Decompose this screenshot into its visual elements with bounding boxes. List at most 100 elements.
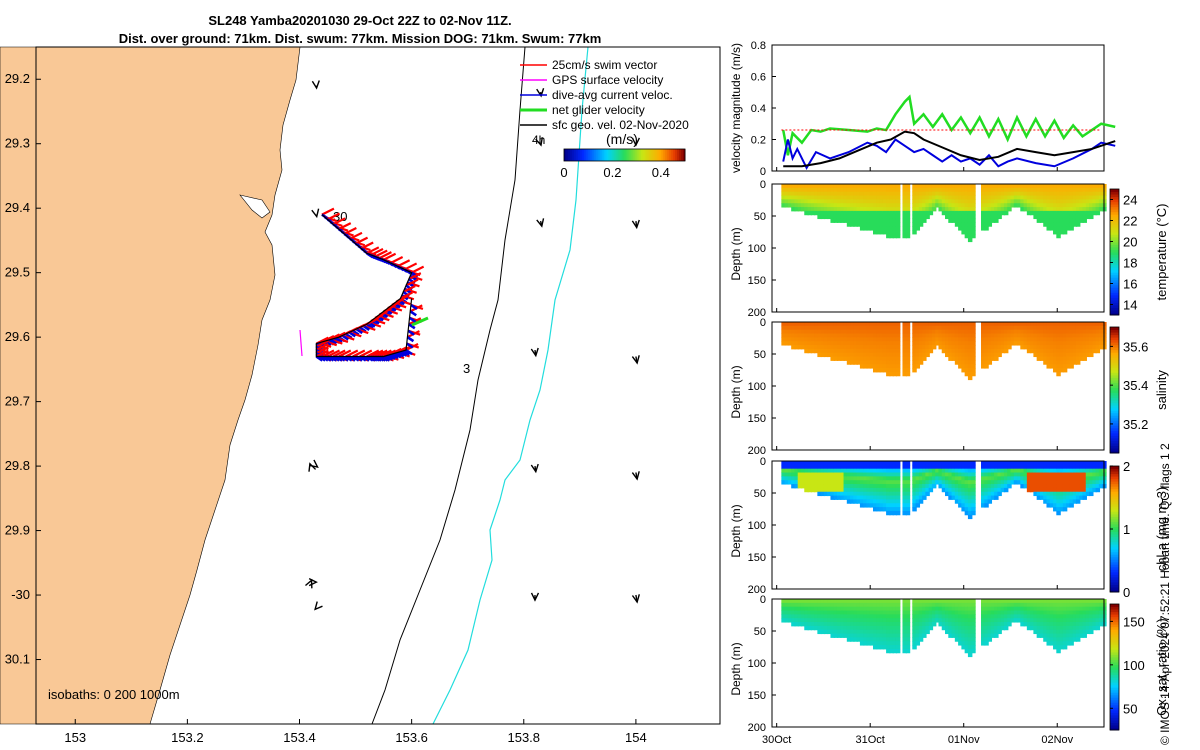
section-cell: [918, 476, 924, 481]
section-cell: [859, 472, 865, 477]
section-cell: [873, 476, 878, 481]
section-cell: [964, 472, 970, 477]
section-cell: [859, 622, 865, 627]
section-cell: [879, 614, 885, 619]
section-cell: [1059, 610, 1065, 615]
section-cell: [1049, 625, 1055, 631]
section-cell: [863, 222, 868, 227]
section-cell: [1095, 345, 1101, 350]
section-cell: [958, 222, 963, 227]
section-cell: [1079, 476, 1084, 481]
section-cell: [1023, 622, 1029, 627]
section-cell: [1046, 484, 1051, 489]
section-cell: [1049, 599, 1055, 604]
section-cell: [833, 633, 839, 638]
section-cell: [1049, 348, 1055, 354]
section-cell: [922, 484, 927, 489]
section-cell: [928, 341, 934, 346]
section-cell: [941, 476, 947, 481]
section-cell: [859, 625, 865, 631]
section-cell: [981, 633, 986, 638]
section-colorbar-cell: [1110, 634, 1119, 638]
section-cell: [935, 322, 940, 327]
section-cell: [892, 614, 898, 619]
section-cell: [935, 464, 940, 470]
section-cell: [1003, 199, 1009, 204]
section-cell: [830, 207, 835, 212]
section-cell: [918, 352, 924, 358]
section-cell: [967, 602, 973, 608]
section-colorbar-cell: [1110, 667, 1119, 671]
section-cell: [971, 633, 976, 638]
section-cell: [905, 333, 911, 338]
section-cell: [879, 333, 885, 338]
section-colorbar-cell: [1110, 372, 1119, 376]
section-cell: [1062, 226, 1068, 231]
section-cell: [987, 618, 993, 623]
section-cell: [954, 472, 960, 477]
section-cell: [1043, 329, 1048, 335]
section-cell: [856, 499, 862, 504]
swim-vector: [402, 285, 416, 293]
section-colorbar-cell: [1110, 264, 1119, 268]
section-cell: [1007, 468, 1012, 474]
section-cell: [1085, 618, 1091, 623]
section-cell: [981, 337, 986, 342]
section-cell: [895, 214, 901, 220]
section-cell: [1062, 622, 1068, 627]
section-cell: [987, 491, 993, 497]
section-cell: [889, 333, 894, 338]
section-cell: [1010, 476, 1015, 481]
section-cell: [869, 625, 875, 631]
section-cell: [987, 622, 993, 627]
section-cell: [1036, 187, 1042, 193]
section-cell: [1030, 468, 1035, 474]
section-cell: [1013, 199, 1019, 204]
section-cell: [1059, 614, 1065, 619]
section-cell: [1059, 360, 1065, 365]
section-colorbar-cell: [1110, 284, 1119, 288]
section-cell: [1069, 618, 1074, 623]
section-cell: [856, 222, 862, 227]
section-cell: [804, 203, 809, 208]
section-cell: [882, 625, 888, 631]
section-cell: [1095, 348, 1101, 354]
section-cell: [866, 618, 871, 623]
section-cell: [886, 476, 891, 481]
swim-vector: [411, 265, 425, 274]
section-cell: [935, 614, 940, 619]
section-cell: [1072, 356, 1078, 361]
section-colorbar-cell: [1110, 466, 1119, 470]
section-cell: [931, 468, 937, 474]
section-cell: [971, 356, 976, 361]
section-cell: [791, 461, 796, 466]
section-cell: [869, 487, 875, 493]
section-colorbar-cell: [1110, 526, 1119, 530]
section-cell: [948, 461, 953, 466]
section-cell: [912, 480, 917, 485]
section-cell: [925, 325, 930, 331]
section-cell: [833, 337, 839, 342]
section-cell: [836, 633, 842, 638]
section-cell: [1082, 337, 1087, 342]
section-cell: [886, 633, 891, 638]
section-cell: [954, 618, 960, 623]
section-cell: [1000, 191, 1006, 197]
section-cell: [830, 602, 835, 608]
section-cell: [1069, 602, 1074, 608]
section-cell: [843, 218, 849, 223]
section-cell: [820, 345, 826, 350]
section-cell: [781, 329, 786, 335]
section-cell: [797, 199, 803, 204]
section-cell: [1017, 203, 1022, 208]
section-cell: [1059, 637, 1065, 642]
section-cell: [905, 371, 911, 377]
section-cell: [1039, 602, 1045, 608]
section-cell: [850, 633, 855, 638]
section-cell: [886, 230, 891, 235]
section-cell: [954, 484, 960, 489]
section-cell: [781, 187, 786, 193]
section-cell: [1079, 480, 1084, 485]
section-cell: [1043, 468, 1048, 474]
section-cell: [1003, 325, 1009, 331]
